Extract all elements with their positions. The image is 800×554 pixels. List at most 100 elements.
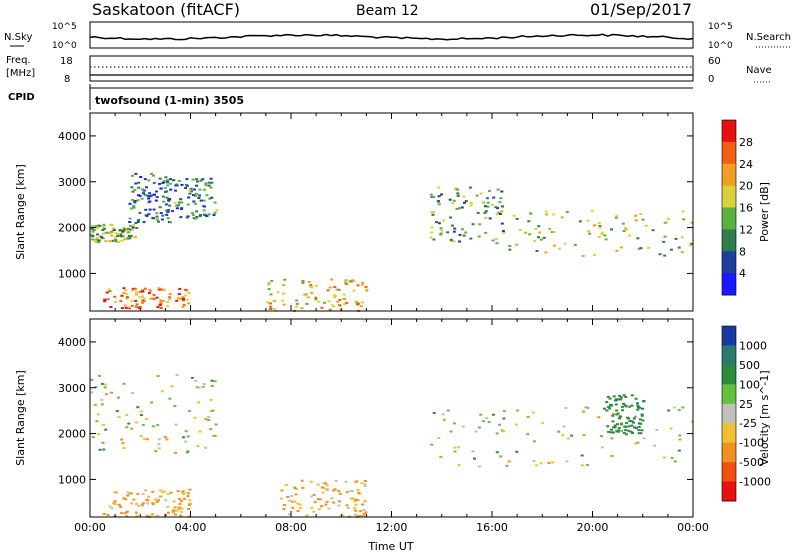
- echo-cell: [605, 409, 609, 412]
- colorbar-swatch: [722, 185, 736, 208]
- nsky-tick-low: 10^0: [52, 41, 77, 51]
- echo-cell: [90, 227, 94, 230]
- echo-cell: [140, 197, 144, 200]
- echo-cell: [130, 300, 134, 303]
- echo-cell: [440, 193, 443, 196]
- echo-cell: [620, 422, 624, 424]
- echo-cell: [188, 499, 192, 502]
- echo-cell: [315, 284, 318, 287]
- echo-cell: [345, 491, 349, 494]
- echo-cell: [300, 479, 304, 482]
- echo-cell: [478, 465, 482, 468]
- echo-cell: [205, 215, 209, 218]
- echo-cell: [333, 296, 337, 299]
- echo-cell: [159, 299, 163, 302]
- echo-cell: [307, 280, 311, 283]
- echo-cell: [578, 220, 582, 223]
- echo-cell: [103, 383, 107, 386]
- echo-cell: [476, 211, 480, 214]
- echo-cell: [172, 500, 176, 503]
- echo-cell: [484, 217, 488, 219]
- echo-cell: [91, 235, 95, 238]
- power-panel: Slant Range [km] 4000 3000 2000 1000 28 24 20…: [14, 112, 771, 312]
- echo-cell: [155, 196, 159, 199]
- echo-cell: [538, 231, 542, 234]
- echo-cell: [600, 231, 604, 234]
- echo-cell: [690, 242, 694, 245]
- echo-cell: [194, 194, 198, 197]
- echo-cell: [617, 427, 621, 430]
- echo-cell: [174, 423, 178, 426]
- echo-cell: [449, 216, 453, 219]
- echo-cell: [477, 235, 481, 238]
- echo-cell: [690, 420, 694, 423]
- echo-cell: [199, 199, 203, 202]
- x-tick-label: 00:00: [677, 521, 709, 534]
- echo-cell: [96, 233, 99, 236]
- echo-cell: [508, 248, 512, 251]
- colorbar-swatch: [722, 163, 736, 187]
- echo-cell: [270, 279, 274, 282]
- echo-cell: [166, 217, 170, 220]
- echo-cell: [141, 493, 145, 496]
- echo-cell: [492, 196, 496, 199]
- echo-cell: [628, 420, 632, 423]
- echo-cell: [495, 451, 499, 454]
- echo-cell: [204, 446, 208, 449]
- echo-cell: [294, 305, 298, 308]
- echo-cell: [330, 304, 334, 307]
- echo-cell: [119, 300, 123, 303]
- echo-cell: [147, 292, 151, 295]
- echo-cell: [184, 430, 188, 433]
- echo-cell: [637, 406, 641, 409]
- echo-cell: [166, 493, 170, 495]
- echo-cell: [108, 290, 112, 293]
- colorbar-tick-label: 8: [739, 245, 746, 258]
- echo-cell: [178, 502, 182, 505]
- echo-cell: [134, 502, 138, 505]
- echo-cell: [634, 219, 638, 222]
- date-title: 01/Sep/2017: [590, 0, 692, 19]
- echo-cell: [91, 230, 95, 233]
- echo-cell: [502, 430, 506, 433]
- echo-cell: [161, 214, 165, 217]
- echo-cell: [165, 196, 169, 199]
- echo-cell: [619, 423, 623, 426]
- echo-cell: [597, 416, 601, 419]
- echo-cell: [688, 244, 692, 247]
- echo-cell: [345, 282, 349, 285]
- echo-cell: [330, 497, 334, 500]
- echo-cell: [187, 302, 191, 305]
- echo-cell: [429, 193, 433, 196]
- echo-cell: [529, 212, 533, 215]
- nsearch-tick-high: 10^5: [708, 22, 733, 32]
- velocity-xticks: 00:00 04:00 08:00 12:00 16:00 20:00 00:00: [74, 319, 709, 534]
- echo-cell: [131, 198, 135, 201]
- echo-cell: [552, 244, 556, 247]
- echo-cell: [461, 425, 465, 428]
- echo-cell: [194, 192, 198, 195]
- echo-cell: [126, 237, 130, 240]
- echo-cell: [316, 498, 320, 501]
- echo-cell: [336, 300, 340, 303]
- freq-label: Freq.: [6, 55, 31, 66]
- echo-cell: [364, 511, 368, 514]
- velocity-yticks: 4000 3000 2000 1000: [58, 336, 693, 486]
- echo-cell: [157, 438, 161, 441]
- echo-cell: [162, 200, 166, 203]
- echo-cell: [177, 508, 181, 511]
- echo-cell: [353, 500, 357, 503]
- echo-cell: [475, 194, 479, 197]
- cpid-text: twofsound (1-min) 3505: [95, 94, 244, 107]
- echo-cell: [502, 417, 506, 420]
- echo-cell: [130, 502, 134, 505]
- echo-cell: [90, 391, 94, 394]
- echo-cell: [269, 308, 273, 310]
- echo-cell: [133, 287, 137, 290]
- echo-cell: [179, 514, 183, 517]
- echo-cell: [166, 181, 170, 184]
- echo-cell: [344, 480, 348, 483]
- colorbar-tick-label: -100: [739, 437, 764, 450]
- echo-cell: [622, 394, 626, 397]
- echo-cell: [673, 460, 677, 463]
